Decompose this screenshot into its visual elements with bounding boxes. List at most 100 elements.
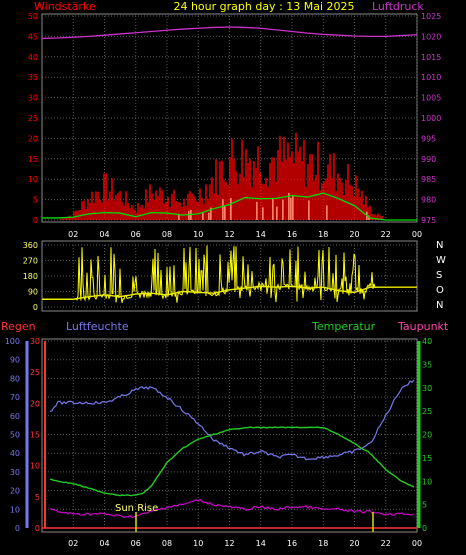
panel-3-frame bbox=[41, 338, 418, 533]
wind-axis-title: Windstärke bbox=[34, 0, 96, 13]
x-tick-label: 22 bbox=[381, 539, 391, 548]
humidity-tick-label: 10 bbox=[10, 505, 20, 514]
wind-tick-label: 0 bbox=[33, 216, 38, 225]
x-tick-label: 12 bbox=[224, 230, 234, 239]
x-tick-label: 14 bbox=[256, 539, 266, 548]
panel-wind-pressure: 0510152025303540455097598098599099510001… bbox=[28, 12, 442, 239]
humidity-tick-label: 40 bbox=[10, 449, 20, 458]
temperature-tick-label: 30 bbox=[422, 384, 432, 393]
temperature-tick-label: 15 bbox=[422, 454, 432, 463]
direction-avg-line bbox=[42, 285, 417, 300]
compass-label: O bbox=[436, 285, 444, 296]
x-tick-label: 22 bbox=[381, 230, 391, 239]
humidity-tick-label: 0 bbox=[15, 524, 20, 533]
humidity-tick-label: 20 bbox=[10, 487, 20, 496]
dewpoint-line bbox=[49, 498, 415, 519]
wind-tick-label: 40 bbox=[28, 53, 38, 62]
pressure-tick-label: 985 bbox=[421, 175, 436, 184]
direction-tick-label: 0 bbox=[33, 303, 38, 312]
wind-tick-label: 5 bbox=[33, 196, 38, 205]
direction-tick-label: 360 bbox=[23, 241, 38, 250]
legend-temperature: Temperatur bbox=[311, 320, 376, 333]
x-tick-label: 00 bbox=[412, 230, 422, 239]
pressure-tick-label: 975 bbox=[421, 216, 436, 225]
wind-tick-label: 50 bbox=[28, 12, 38, 21]
x-tick-label: 08 bbox=[162, 539, 172, 548]
x-tick-label: 06 bbox=[131, 230, 141, 239]
humidity-tick-label: 70 bbox=[10, 393, 20, 402]
legend-dewpoint: Taupunkt bbox=[397, 320, 449, 333]
pressure-tick-label: 1025 bbox=[421, 12, 441, 21]
temperature-tick-label: 20 bbox=[422, 431, 432, 440]
wind-tick-label: 20 bbox=[28, 134, 38, 143]
pressure-tick-label: 1005 bbox=[421, 94, 441, 103]
x-tick-label: 18 bbox=[318, 230, 328, 239]
rain-tick-label: 5 bbox=[35, 493, 40, 502]
rain-tick-label: 15 bbox=[30, 431, 40, 440]
compass-label: W bbox=[436, 255, 446, 266]
rain-tick-label: 10 bbox=[30, 462, 40, 471]
humidity-tick-label: 30 bbox=[10, 468, 20, 477]
direction-tick-label: 270 bbox=[23, 257, 38, 266]
x-tick-label: 10 bbox=[193, 230, 203, 239]
wind-tick-label: 35 bbox=[28, 73, 38, 82]
x-tick-label: 16 bbox=[287, 539, 297, 548]
x-tick-label: 14 bbox=[256, 230, 266, 239]
wind-avg-line bbox=[42, 192, 417, 221]
pressure-tick-label: 980 bbox=[421, 196, 436, 205]
x-tick-label: 10 bbox=[193, 539, 203, 548]
humidity-tick-label: 100 bbox=[5, 337, 20, 346]
x-tick-label: 02 bbox=[68, 230, 78, 239]
pressure-axis-title: Luftdruck bbox=[372, 0, 424, 13]
temperature-line bbox=[49, 426, 415, 497]
x-tick-label: 20 bbox=[349, 230, 359, 239]
pressure-tick-label: 1000 bbox=[421, 114, 441, 123]
graph-title: 24 hour graph day : 13 Mai 2025 bbox=[173, 0, 354, 13]
temperature-tick-label: 25 bbox=[422, 407, 432, 416]
x-tick-label: 12 bbox=[224, 539, 234, 548]
x-tick-label: 02 bbox=[68, 539, 78, 548]
temperature-tick-label: 10 bbox=[422, 477, 432, 486]
pressure-tick-label: 1010 bbox=[421, 73, 441, 82]
direction-tick-label: 180 bbox=[23, 272, 38, 281]
temperature-tick-label: 5 bbox=[422, 501, 427, 510]
x-tick-label: 16 bbox=[287, 230, 297, 239]
temperature-tick-label: 0 bbox=[422, 524, 427, 533]
x-tick-label: 04 bbox=[99, 539, 109, 548]
legend-humidity: Luftfeuchte bbox=[66, 320, 129, 333]
x-tick-label: 04 bbox=[99, 230, 109, 239]
temperature-tick-label: 35 bbox=[422, 360, 432, 369]
humidity-line bbox=[49, 379, 415, 461]
pressure-tick-label: 990 bbox=[421, 155, 436, 164]
compass-label: N bbox=[436, 300, 443, 311]
wind-tick-label: 30 bbox=[28, 94, 38, 103]
rain-tick-label: 25 bbox=[30, 368, 40, 377]
direction-trace bbox=[42, 245, 377, 303]
x-tick-label: 20 bbox=[349, 539, 359, 548]
x-tick-label: 00 bbox=[412, 539, 422, 548]
pressure-tick-label: 1015 bbox=[421, 53, 441, 62]
x-tick-label: 06 bbox=[131, 539, 141, 548]
legend-rain: Regen bbox=[1, 320, 36, 333]
x-tick-label: 08 bbox=[162, 230, 172, 239]
wind-tick-label: 10 bbox=[28, 175, 38, 184]
rain-tick-label: 30 bbox=[30, 337, 40, 346]
pressure-line bbox=[41, 26, 418, 40]
compass-label: S bbox=[436, 270, 442, 281]
wind-tick-label: 15 bbox=[28, 155, 38, 164]
temperature-tick-label: 40 bbox=[422, 337, 432, 346]
sunrise-label: Sun Rise bbox=[115, 503, 158, 514]
wind-tick-label: 45 bbox=[28, 32, 38, 41]
humidity-tick-label: 90 bbox=[10, 356, 20, 365]
humidity-tick-label: 60 bbox=[10, 412, 20, 421]
humidity-tick-label: 80 bbox=[10, 374, 20, 383]
humidity-tick-label: 50 bbox=[10, 431, 20, 440]
rain-tick-label: 0 bbox=[35, 524, 40, 533]
pressure-tick-label: 1020 bbox=[421, 32, 441, 41]
pressure-tick-label: 995 bbox=[421, 134, 436, 143]
wind-tick-label: 25 bbox=[28, 114, 38, 123]
panel-weather: 0102030405060708090100051015202530051015… bbox=[5, 337, 432, 548]
x-tick-label: 18 bbox=[318, 539, 328, 548]
